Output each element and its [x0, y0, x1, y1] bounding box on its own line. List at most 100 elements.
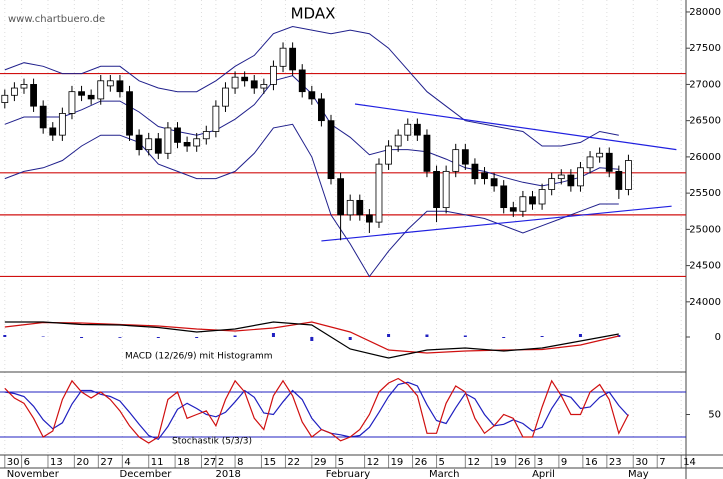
- candle-body: [318, 98, 325, 122]
- histogram-bar: [540, 336, 544, 337]
- histogram-bar: [195, 337, 199, 338]
- candle-body: [404, 123, 412, 136]
- candle-body: [557, 174, 565, 180]
- candle-body: [452, 149, 460, 172]
- y-tick-label: 28000: [689, 7, 721, 18]
- x-tick-label: 7: [659, 457, 665, 468]
- histogram-bar: [271, 333, 275, 337]
- x-tick-label: 27: [203, 457, 216, 468]
- y-tick-label: 26000: [689, 152, 721, 163]
- histogram-bar: [425, 334, 429, 337]
- candle-body: [308, 91, 316, 100]
- x-tick-label: 16: [585, 457, 598, 468]
- panel-label: Stochastik (5/3/3): [172, 437, 252, 447]
- y-tick-label: 25000: [689, 224, 721, 235]
- candle-body: [596, 152, 604, 158]
- x-tick-label: 19: [391, 457, 404, 468]
- x-tick-label: 13: [50, 457, 63, 468]
- candle-body: [490, 178, 498, 187]
- x-tick-label: 15: [263, 457, 276, 468]
- candle-body: [270, 65, 277, 85]
- candle-body: [567, 174, 575, 187]
- x-tick-label: 3: [537, 457, 543, 468]
- candle-body: [289, 47, 297, 71]
- x-tick-label: 11: [151, 457, 164, 468]
- x-tick-label: 6: [24, 457, 30, 468]
- candle-body: [375, 163, 383, 223]
- candle-body: [30, 84, 37, 107]
- month-label: March: [429, 469, 459, 479]
- candle-body: [97, 80, 105, 100]
- candle-body: [106, 80, 114, 87]
- y-tick-label: 24000: [689, 297, 721, 308]
- stoch-k: [4, 377, 629, 444]
- x-tick-label: 18: [177, 457, 190, 468]
- x-tick-label: 9: [561, 457, 567, 468]
- histogram-bar: [502, 337, 506, 338]
- y-tick-label: 24500: [689, 261, 721, 272]
- x-tick-label: 19: [494, 457, 507, 468]
- candle-body: [39, 105, 47, 129]
- y-tick-label: 27500: [689, 43, 721, 54]
- candle-body: [68, 91, 76, 114]
- candle-body: [49, 127, 57, 136]
- candle-body: [212, 105, 220, 132]
- candle-body: [442, 170, 450, 209]
- chart-title: MDAX: [291, 5, 336, 23]
- candle-body: [298, 69, 306, 93]
- candle-body: [250, 80, 258, 89]
- candle-body: [78, 91, 85, 96]
- candle-body: [87, 94, 95, 100]
- histogram-bar: [156, 337, 160, 338]
- candle-body: [625, 160, 632, 190]
- candle-body: [500, 185, 508, 209]
- candle-body: [260, 84, 268, 89]
- candle-body: [481, 172, 488, 180]
- histogram-bar: [80, 337, 84, 338]
- month-label: May: [628, 469, 649, 479]
- candle-body: [365, 214, 373, 223]
- candle-body: [423, 134, 431, 172]
- candle-body: [202, 131, 210, 140]
- candle-body: [164, 127, 172, 154]
- x-tick-label: 26: [415, 457, 428, 468]
- source: www.chartbuero.de: [8, 14, 105, 25]
- trend-line: [321, 205, 672, 242]
- candle-body: [174, 127, 181, 143]
- month-label: December: [120, 469, 173, 479]
- candle-body: [135, 134, 143, 151]
- candle-body: [241, 76, 249, 82]
- histogram-bar: [348, 337, 352, 340]
- histogram-bar: [41, 336, 45, 337]
- x-tick-label: 12: [367, 457, 380, 468]
- candle-body: [1, 94, 9, 103]
- y-tick-label: 50: [708, 410, 721, 421]
- candle-body: [509, 207, 517, 212]
- histogram-bar: [578, 334, 582, 337]
- candle-body: [337, 178, 345, 216]
- candle-body: [279, 47, 287, 67]
- candle-body: [461, 149, 469, 165]
- candle-body: [222, 87, 229, 107]
- candle-body: [519, 196, 527, 212]
- x-tick-label: 8: [237, 457, 243, 468]
- x-tick-label: 5: [439, 457, 445, 468]
- x-tick-label: 27: [100, 457, 113, 468]
- candle-body: [586, 156, 594, 169]
- month-label: April: [532, 469, 555, 479]
- x-tick-label: 30: [635, 457, 648, 468]
- month-label: November: [7, 469, 60, 479]
- trend-line: [354, 103, 677, 151]
- candle-body: [154, 138, 162, 154]
- x-tick-label: 2: [218, 457, 224, 468]
- x-tick-label: 29: [314, 457, 327, 468]
- candle-body: [433, 170, 440, 209]
- candle-body: [145, 138, 153, 151]
- candle-body: [231, 76, 239, 89]
- candle-body: [116, 80, 124, 93]
- candle-body: [193, 138, 201, 147]
- x-tick-label: 20: [76, 457, 89, 468]
- candle-body: [327, 120, 335, 180]
